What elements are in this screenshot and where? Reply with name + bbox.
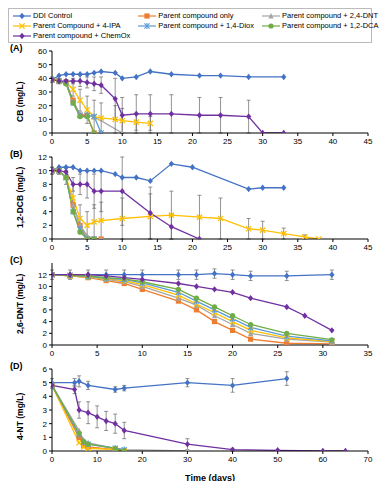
svg-text:2: 2 — [43, 420, 48, 429]
svg-text:40: 40 — [328, 137, 337, 146]
svg-text:4: 4 — [43, 392, 48, 401]
svg-text:20: 20 — [38, 102, 47, 111]
html-text:Parent compound + 1,4-Diox: Parent compound + 1,4-Diox — [158, 21, 254, 30]
svg-text:15: 15 — [153, 243, 162, 252]
svg-text:25: 25 — [223, 137, 232, 146]
svg-text:25: 25 — [273, 349, 282, 358]
html-text:(C): (C) — [10, 255, 23, 265]
svg-text:CB (mg/L): CB (mg/L) — [15, 81, 25, 122]
svg-text:15: 15 — [153, 137, 162, 146]
svg-text:10: 10 — [38, 115, 47, 124]
svg-text:10: 10 — [118, 137, 127, 146]
svg-text:1: 1 — [43, 433, 48, 442]
svg-text:35: 35 — [293, 243, 302, 252]
svg-text:10: 10 — [138, 349, 147, 358]
svg-text:40: 40 — [38, 74, 47, 83]
svg-text:5: 5 — [43, 379, 48, 388]
svg-text:45: 45 — [364, 243, 373, 252]
svg-text:0: 0 — [43, 129, 48, 138]
svg-text:4: 4 — [43, 208, 48, 217]
svg-text:60: 60 — [38, 47, 47, 56]
svg-text:60: 60 — [318, 455, 327, 464]
svg-text:8: 8 — [43, 180, 48, 189]
svg-text:0: 0 — [43, 235, 48, 244]
svg-text:50: 50 — [273, 455, 282, 464]
svg-text:0: 0 — [50, 243, 55, 252]
svg-text:30: 30 — [183, 455, 192, 464]
svg-text:70: 70 — [364, 455, 373, 464]
svg-text:10: 10 — [38, 282, 47, 291]
svg-text:35: 35 — [293, 137, 302, 146]
svg-text:20: 20 — [188, 243, 197, 252]
svg-text:0: 0 — [43, 447, 48, 456]
svg-text:4-NT (mg/L): 4-NT (mg/L) — [15, 393, 25, 440]
svg-text:4: 4 — [43, 317, 48, 326]
svg-text:2,6-DNT (mg/L): 2,6-DNT (mg/L) — [15, 273, 25, 334]
svg-text:5: 5 — [85, 243, 90, 252]
html-text:Parent compound + 1,2-DCA: Parent compound + 1,2-DCA — [282, 21, 379, 30]
svg-text:35: 35 — [364, 349, 373, 358]
svg-text:0: 0 — [50, 137, 55, 146]
svg-text:5: 5 — [85, 137, 90, 146]
html-text:Parent compound + ChemOx: Parent compound + ChemOx — [33, 31, 131, 40]
html-text:Parent compound only: Parent compound only — [158, 11, 234, 20]
svg-text:Time (days): Time (days) — [185, 473, 235, 481]
svg-text:15: 15 — [183, 349, 192, 358]
html-text:Parent Compound + 4-IPA: Parent Compound + 4-IPA — [33, 21, 121, 30]
svg-text:25: 25 — [223, 243, 232, 252]
svg-text:40: 40 — [328, 243, 337, 252]
html-text:(D): (D) — [10, 361, 23, 371]
svg-text:20: 20 — [228, 349, 237, 358]
svg-text:6: 6 — [43, 194, 48, 203]
svg-text:40: 40 — [228, 455, 237, 464]
svg-text:10: 10 — [38, 167, 47, 176]
svg-text:8: 8 — [43, 294, 48, 303]
svg-text:12: 12 — [38, 153, 47, 162]
svg-text:10: 10 — [93, 455, 102, 464]
svg-text:45: 45 — [364, 137, 373, 146]
html-text:DDI Control: DDI Control — [33, 11, 73, 20]
svg-text:0: 0 — [50, 455, 55, 464]
svg-text:2: 2 — [43, 329, 48, 338]
svg-text:50: 50 — [38, 61, 47, 70]
svg-text:10: 10 — [118, 243, 127, 252]
svg-text:6: 6 — [43, 306, 48, 315]
svg-text:20: 20 — [188, 137, 197, 146]
svg-text:30: 30 — [38, 88, 47, 97]
svg-text:3: 3 — [43, 406, 48, 415]
html-text:(A): (A) — [10, 43, 23, 53]
svg-text:30: 30 — [318, 349, 327, 358]
svg-text:0: 0 — [50, 349, 55, 358]
svg-text:6: 6 — [43, 365, 48, 374]
svg-text:30: 30 — [258, 137, 267, 146]
svg-text:5: 5 — [95, 349, 100, 358]
svg-text:12: 12 — [38, 271, 47, 280]
html-text:Parent compound + 2,4-DNT: Parent compound + 2,4-DNT — [282, 11, 379, 20]
html-text:(B): (B) — [10, 149, 23, 159]
svg-text:1,2-DCB (mg/L): 1,2-DCB (mg/L) — [15, 166, 25, 228]
svg-text:0: 0 — [43, 341, 48, 350]
svg-text:30: 30 — [258, 243, 267, 252]
svg-text:2: 2 — [43, 221, 48, 230]
svg-text:20: 20 — [138, 455, 147, 464]
